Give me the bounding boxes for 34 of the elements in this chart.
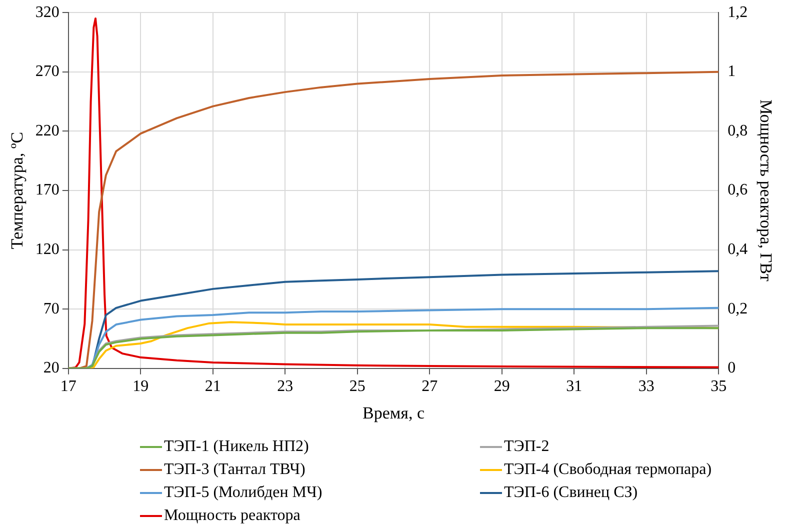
y-tick-label: 120 xyxy=(35,241,60,258)
y-tick-label: 70 xyxy=(43,300,60,318)
y-tick-label: 220 xyxy=(35,122,60,140)
x-tick-label: 35 xyxy=(710,378,727,396)
y2-tick-label: 0,2 xyxy=(728,300,748,318)
x-tick-label: 27 xyxy=(422,378,438,396)
y2-tick-label: 0 xyxy=(728,360,736,377)
y2-tick-label: 0,8 xyxy=(728,122,748,140)
x-tick-label: 29 xyxy=(494,378,510,396)
legend-label: ТЭП-2 xyxy=(504,438,550,456)
legend-label: ТЭП-5 (Молибден МЧ) xyxy=(164,484,322,502)
y2-axis-title: Мощность реактора, ГВт xyxy=(756,100,776,282)
x-tick-label: 25 xyxy=(349,378,366,396)
y2-tick-label: 0,4 xyxy=(728,241,748,258)
legend-label: Мощность реактора xyxy=(164,506,300,524)
y2-tick-label: 1 xyxy=(728,63,736,80)
x-tick-label: 17 xyxy=(60,378,76,396)
y-tick-label: 320 xyxy=(35,4,60,21)
y-axis-title: Температура, ºС xyxy=(8,132,27,250)
y-tick-label: 270 xyxy=(35,63,60,80)
legend-label: ТЭП-4 (Свободная термопара) xyxy=(504,460,712,478)
y2-tick-label: 0,6 xyxy=(728,182,748,199)
y-tick-label: 20 xyxy=(43,360,60,377)
y-tick-label: 170 xyxy=(35,182,60,199)
legend-label: ТЭП-1 (Никель НП2) xyxy=(164,438,309,456)
x-tick-label: 23 xyxy=(277,378,294,396)
x-tick-label: 31 xyxy=(566,378,582,396)
legend-label: ТЭП-6 (Свинец СЗ) xyxy=(504,484,638,502)
legend-label: ТЭП-3 (Тантал ТВЧ) xyxy=(164,460,306,478)
x-tick-label: 21 xyxy=(204,378,221,396)
x-tick-label: 19 xyxy=(132,378,149,396)
y2-tick-label: 1,2 xyxy=(728,4,748,21)
x-tick-label: 33 xyxy=(638,378,654,396)
x-axis-title: Время, с xyxy=(362,403,425,422)
